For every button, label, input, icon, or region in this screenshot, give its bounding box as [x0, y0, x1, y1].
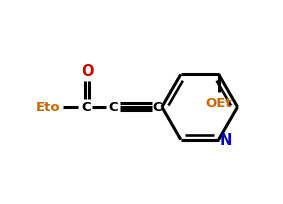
Text: OEt: OEt: [205, 96, 232, 109]
Text: Eto: Eto: [36, 101, 61, 114]
Text: O: O: [81, 63, 93, 78]
Text: C: C: [82, 101, 91, 114]
Text: N: N: [219, 133, 232, 147]
Text: C: C: [152, 101, 162, 114]
Text: C: C: [108, 101, 118, 114]
